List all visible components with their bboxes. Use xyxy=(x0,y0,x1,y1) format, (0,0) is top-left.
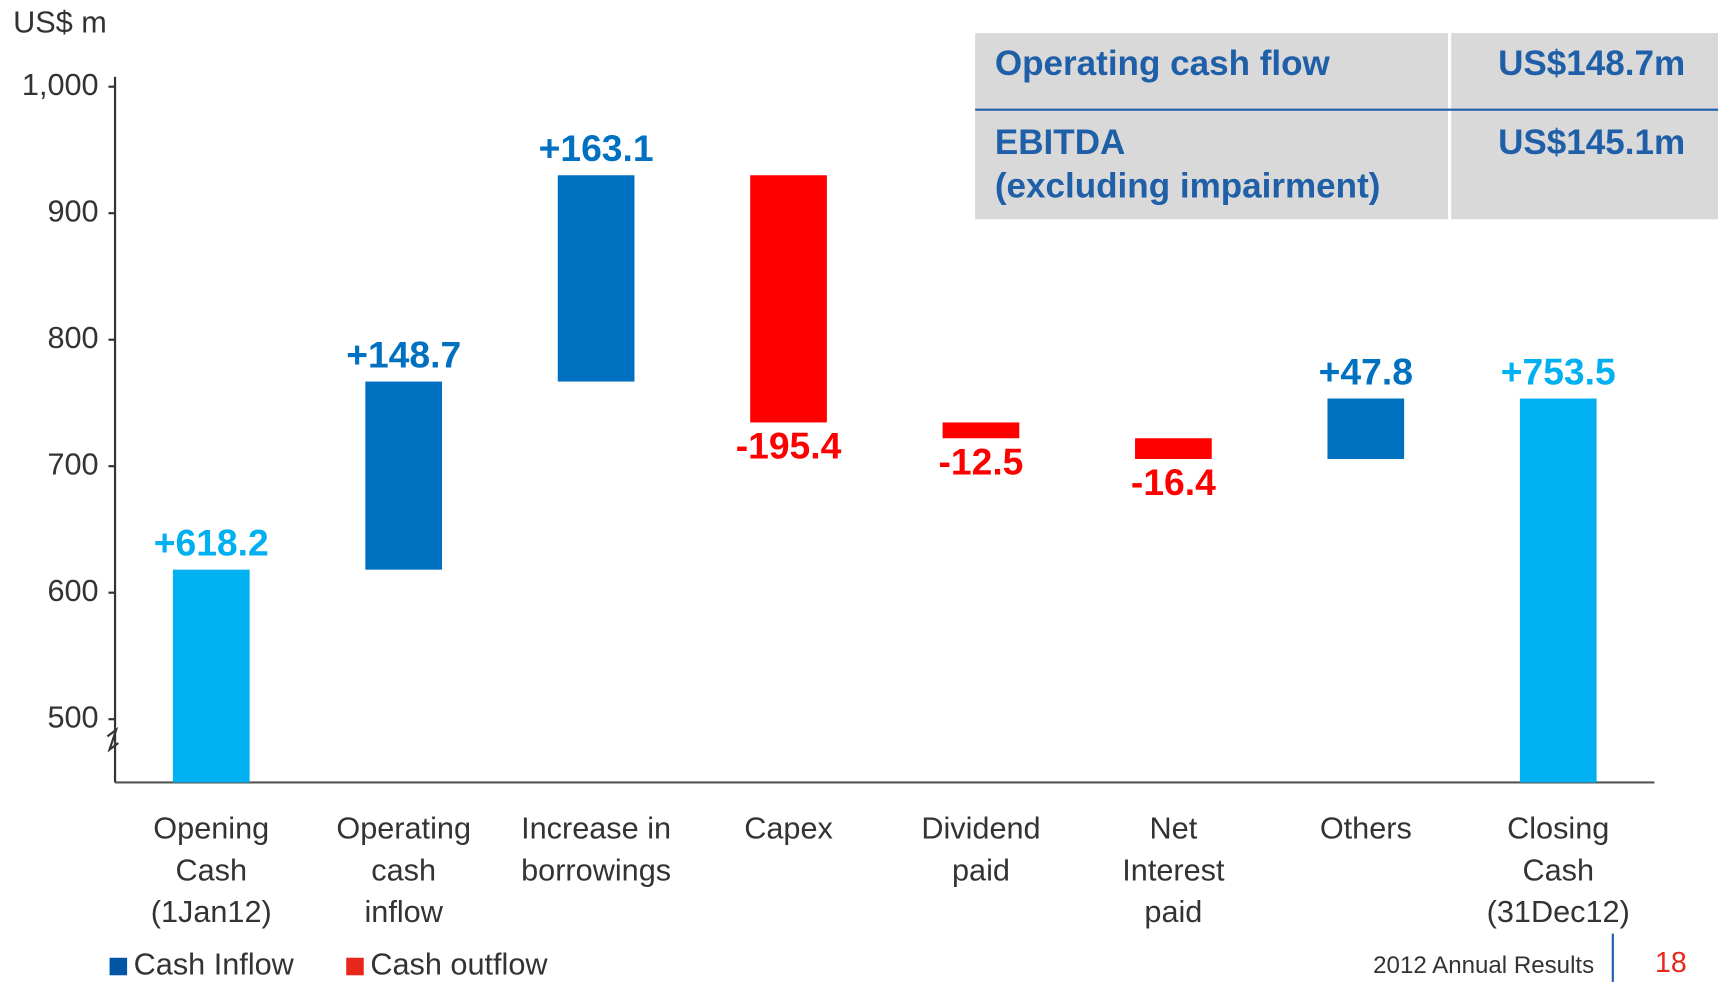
value-label: -195.4 xyxy=(736,425,842,467)
bar xyxy=(942,422,1020,439)
y-tick-label: 800 xyxy=(47,321,98,355)
value-label: -12.5 xyxy=(939,440,1024,482)
value-label: +47.8 xyxy=(1319,350,1413,392)
x-tick-label: Operating cash inflow xyxy=(336,812,471,929)
bar xyxy=(1519,398,1597,783)
table-cell: EBITDA (excluding impairment) xyxy=(995,123,1381,206)
x-tick-label: Net Interest paid xyxy=(1122,812,1225,929)
axis-break xyxy=(106,726,119,753)
legend-swatch xyxy=(346,957,364,976)
page-number: 18 xyxy=(1655,947,1687,979)
table-cell: US$148.7m xyxy=(1498,44,1685,83)
x-tick-label: Closing Cash (31Dec12) xyxy=(1487,812,1630,929)
bar xyxy=(1135,438,1212,459)
y-tick-label: 700 xyxy=(47,447,98,481)
y-axis-label: US$ m xyxy=(13,5,107,39)
value-label: +618.2 xyxy=(154,521,269,563)
bar xyxy=(172,569,250,783)
bar xyxy=(365,381,443,570)
value-label: +148.7 xyxy=(346,333,461,375)
bar xyxy=(1327,398,1405,459)
legend-label: Cash Inflow xyxy=(134,948,295,982)
footer-text: 2012 Annual Results xyxy=(1373,952,1594,979)
x-tick-label: Others xyxy=(1320,812,1412,846)
info-table xyxy=(975,33,1718,220)
y-tick-label: 600 xyxy=(47,574,98,608)
bar xyxy=(557,175,635,382)
legend-label: Cash outflow xyxy=(370,948,548,982)
table-cell: Operating cash flow xyxy=(995,44,1331,83)
legend-swatch xyxy=(109,957,128,976)
bar xyxy=(750,175,827,423)
y-tick-label: 900 xyxy=(47,194,98,228)
x-tick-label: Increase in borrowings xyxy=(521,812,671,888)
x-tick-label: Opening Cash (1Jan12) xyxy=(151,812,272,929)
x-tick-label: Dividend paid xyxy=(921,812,1040,888)
y-tick-label: 500 xyxy=(47,700,98,734)
value-label: +163.1 xyxy=(539,127,654,169)
value-label: -16.4 xyxy=(1131,461,1216,503)
x-tick-label: Capex xyxy=(744,812,833,846)
table-cell: US$145.1m xyxy=(1498,123,1685,162)
value-label: +753.5 xyxy=(1501,350,1616,392)
y-tick-label: 1,000 xyxy=(22,68,99,102)
